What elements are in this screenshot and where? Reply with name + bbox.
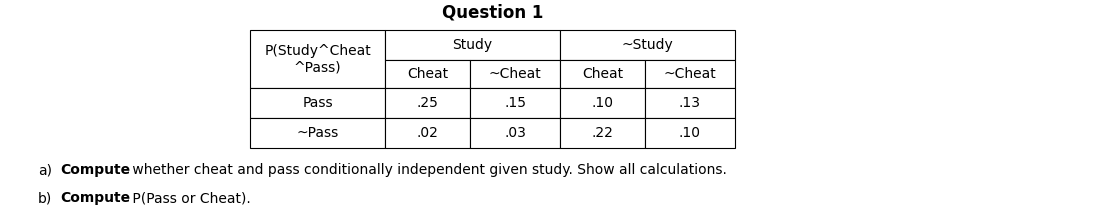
- Bar: [469, 60, 560, 88]
- Bar: [645, 60, 735, 88]
- Bar: [560, 30, 735, 60]
- Bar: [560, 118, 645, 148]
- Text: a): a): [37, 163, 52, 177]
- Text: ~Cheat: ~Cheat: [663, 67, 716, 81]
- Text: Question 1: Question 1: [442, 3, 543, 21]
- Text: .02: .02: [417, 126, 439, 140]
- Bar: [469, 118, 560, 148]
- Bar: [645, 88, 735, 118]
- Text: .15: .15: [504, 96, 526, 110]
- Text: Study: Study: [453, 38, 493, 52]
- Bar: [385, 60, 469, 88]
- Text: Compute: Compute: [60, 191, 130, 205]
- Bar: [560, 60, 645, 88]
- Text: .10: .10: [679, 126, 701, 140]
- Text: .22: .22: [592, 126, 614, 140]
- Text: Cheat: Cheat: [582, 67, 623, 81]
- Text: ~Study: ~Study: [622, 38, 673, 52]
- Text: Cheat: Cheat: [407, 67, 449, 81]
- Bar: [560, 88, 645, 118]
- Text: Compute: Compute: [60, 163, 130, 177]
- Text: whether cheat and pass conditionally independent given study. Show all calculati: whether cheat and pass conditionally ind…: [128, 163, 727, 177]
- Bar: [469, 88, 560, 118]
- Text: .25: .25: [417, 96, 439, 110]
- Text: Pass: Pass: [302, 96, 333, 110]
- Text: .03: .03: [504, 126, 526, 140]
- Bar: [385, 118, 469, 148]
- Text: .13: .13: [679, 96, 701, 110]
- Bar: [250, 88, 385, 118]
- Text: P(Study^Cheat
^Pass): P(Study^Cheat ^Pass): [264, 44, 371, 74]
- Text: ~Cheat: ~Cheat: [488, 67, 541, 81]
- Bar: [250, 118, 385, 148]
- Bar: [385, 30, 560, 60]
- Bar: [250, 30, 385, 88]
- Bar: [645, 118, 735, 148]
- Bar: [385, 88, 469, 118]
- Text: P(Pass or Cheat).: P(Pass or Cheat).: [128, 191, 251, 205]
- Text: ~Pass: ~Pass: [296, 126, 338, 140]
- Text: b): b): [37, 191, 52, 205]
- Text: .10: .10: [592, 96, 614, 110]
